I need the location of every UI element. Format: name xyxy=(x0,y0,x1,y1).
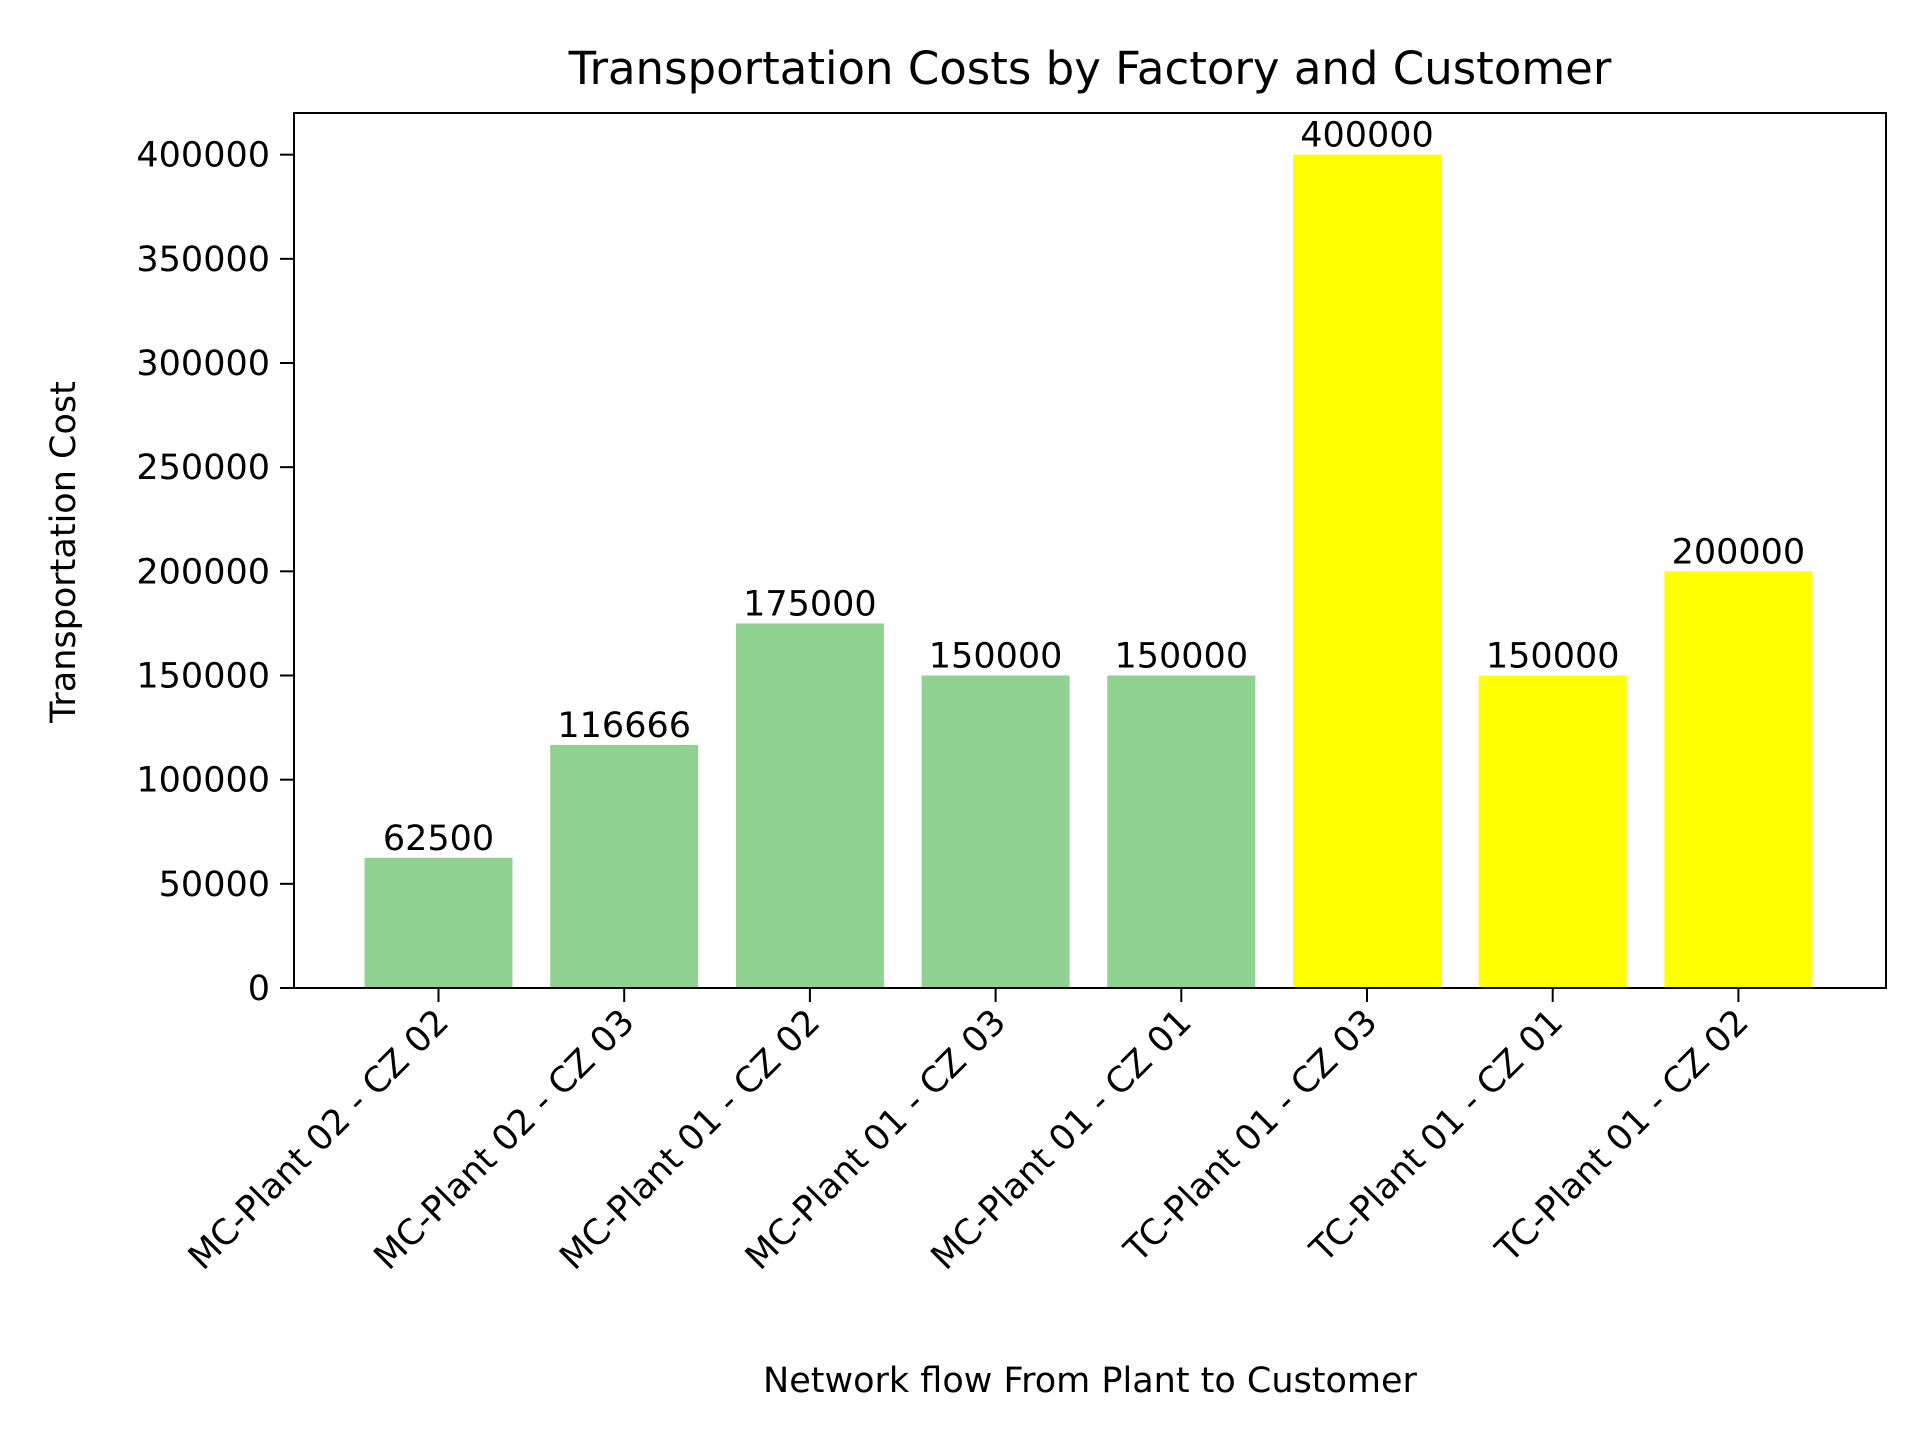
y-tick-label-8: 350000 xyxy=(136,240,270,280)
bar-8 xyxy=(1664,571,1813,988)
bar-5 xyxy=(1107,675,1256,988)
y-axis: 0 50000 100000 150000 200000 250000 300000 3500… xyxy=(136,136,294,1009)
bar-1 xyxy=(364,857,513,988)
bar-value-label-6: 400000 xyxy=(1300,116,1434,156)
bar-value-label-1: 62500 xyxy=(383,819,494,859)
bar-4 xyxy=(921,675,1070,988)
bars-layer xyxy=(364,154,1813,988)
bar-value-label-2: 116666 xyxy=(557,706,691,746)
y-tick-label-6: 250000 xyxy=(136,448,270,488)
y-tick-label-3: 100000 xyxy=(136,761,270,801)
bar-3 xyxy=(735,623,884,988)
bar-value-label-3: 175000 xyxy=(743,584,877,624)
bar-6 xyxy=(1293,154,1441,988)
plot-frame xyxy=(293,112,1887,989)
bar-value-label-5: 150000 xyxy=(1114,637,1248,677)
y-tick-label-1: 0 xyxy=(248,969,270,1009)
bar-value-label-7: 150000 xyxy=(1486,637,1620,677)
y-tick-label-5: 200000 xyxy=(136,552,270,592)
chart-title: Transportation Costs by Factory and Cust… xyxy=(568,42,1612,95)
y-tick-label-4: 150000 xyxy=(136,657,270,697)
y-tick-label-2: 50000 xyxy=(159,865,270,905)
bar-value-label-4: 150000 xyxy=(929,637,1063,677)
x-axis-label: Network flow From Plant to Customer xyxy=(763,1361,1418,1401)
bar-7 xyxy=(1478,675,1627,988)
y-tick-label-7: 300000 xyxy=(136,344,270,384)
y-tick-label-9: 400000 xyxy=(136,136,270,176)
bar-value-label-8: 200000 xyxy=(1672,532,1806,572)
y-axis-label: Transportation Cost xyxy=(44,381,84,724)
bar-2 xyxy=(550,744,699,988)
value-labels-layer: 62500 116666 175000 150000 150000 400000 15000… xyxy=(383,116,1805,859)
